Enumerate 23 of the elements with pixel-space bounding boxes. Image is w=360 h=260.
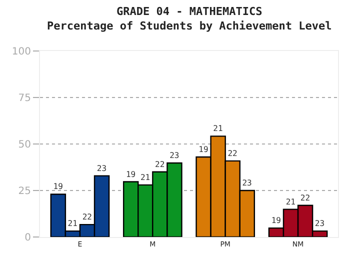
series-label: 23	[96, 164, 107, 173]
chart-title: GRADE 04 - MATHEMATICS	[116, 5, 262, 18]
text: 19	[198, 145, 208, 154]
text: 23	[170, 150, 180, 160]
text: 22	[228, 148, 238, 158]
text: 19	[271, 216, 281, 226]
text: 23	[242, 178, 252, 188]
series-label: 21	[68, 219, 78, 228]
series-label: 22	[82, 212, 92, 222]
y-tick-label: 0	[24, 232, 31, 244]
text: 22	[300, 193, 310, 202]
y-tick-label: 100	[12, 46, 31, 58]
y-tick-label: 50	[18, 140, 31, 150]
text: 22	[155, 160, 165, 169]
text: 21	[286, 197, 296, 206]
series-label: 19	[53, 182, 64, 192]
text: 23	[314, 219, 325, 228]
text: 21	[140, 172, 150, 182]
y-tick-label: 75	[18, 93, 31, 104]
text: 21	[213, 124, 223, 134]
text: 19	[126, 170, 136, 179]
chart-subtitle: Percentage of Students by Achievement Level	[47, 19, 332, 32]
y-tick-label: 25	[18, 186, 31, 197]
